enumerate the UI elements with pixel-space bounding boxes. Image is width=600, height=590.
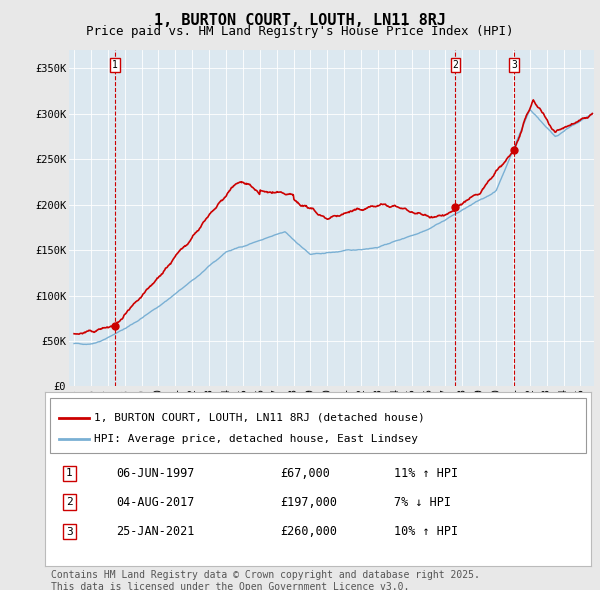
Text: £67,000: £67,000 [280,467,329,480]
Text: 1, BURTON COURT, LOUTH, LN11 8RJ: 1, BURTON COURT, LOUTH, LN11 8RJ [154,13,446,28]
Text: 3: 3 [66,527,73,536]
Text: Price paid vs. HM Land Registry's House Price Index (HPI): Price paid vs. HM Land Registry's House … [86,25,514,38]
Text: 1, BURTON COURT, LOUTH, LN11 8RJ (detached house): 1, BURTON COURT, LOUTH, LN11 8RJ (detach… [94,412,425,422]
Text: £197,000: £197,000 [280,496,337,509]
Text: 3: 3 [511,60,517,70]
Text: 7% ↓ HPI: 7% ↓ HPI [394,496,451,509]
Text: 1: 1 [66,468,73,478]
Text: 25-JAN-2021: 25-JAN-2021 [116,525,194,538]
Text: 10% ↑ HPI: 10% ↑ HPI [394,525,458,538]
Text: Contains HM Land Registry data © Crown copyright and database right 2025.
This d: Contains HM Land Registry data © Crown c… [51,570,480,590]
Text: 11% ↑ HPI: 11% ↑ HPI [394,467,458,480]
Text: HPI: Average price, detached house, East Lindsey: HPI: Average price, detached house, East… [94,434,418,444]
Text: 2: 2 [66,497,73,507]
Text: 1: 1 [112,60,118,70]
Text: 2: 2 [452,60,458,70]
Text: £260,000: £260,000 [280,525,337,538]
Text: 04-AUG-2017: 04-AUG-2017 [116,496,194,509]
Text: 06-JUN-1997: 06-JUN-1997 [116,467,194,480]
